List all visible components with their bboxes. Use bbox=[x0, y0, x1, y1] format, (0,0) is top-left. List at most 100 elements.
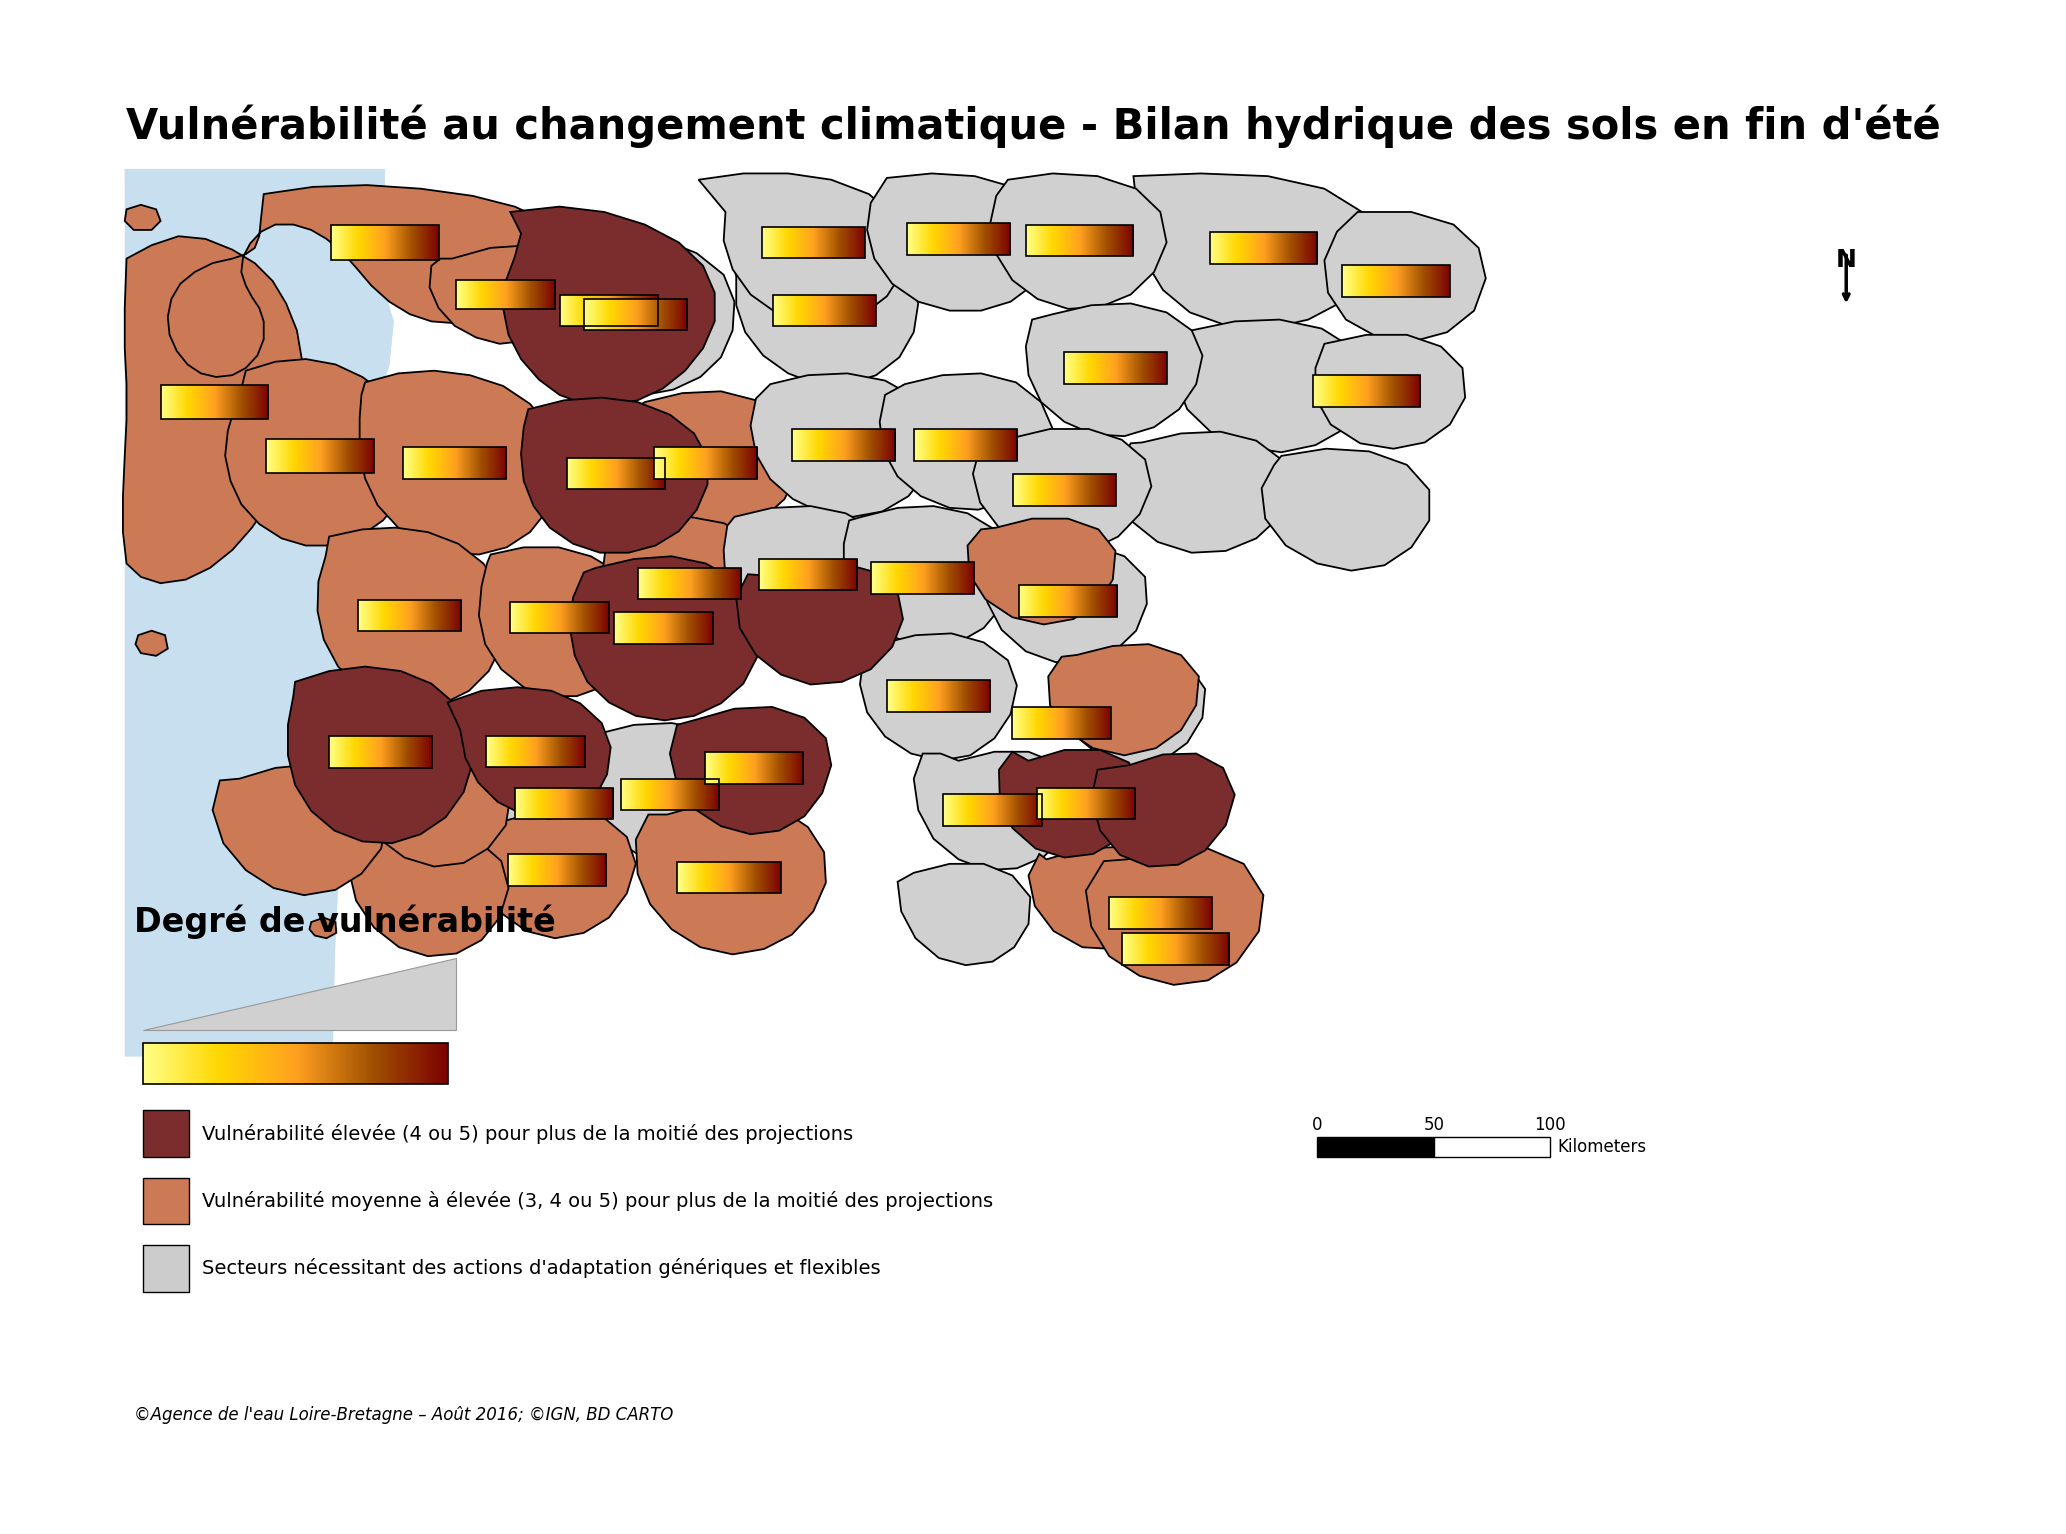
Bar bbox=[442, 1043, 444, 1083]
Bar bbox=[279, 1043, 281, 1083]
Bar bbox=[205, 1043, 209, 1083]
Bar bbox=[386, 1043, 388, 1083]
Bar bbox=[1037, 788, 1134, 819]
Bar bbox=[508, 854, 605, 885]
Bar bbox=[407, 1043, 409, 1083]
Polygon shape bbox=[1316, 334, 1465, 449]
Bar bbox=[382, 1043, 384, 1083]
Bar bbox=[345, 1043, 347, 1083]
Bar bbox=[277, 1043, 279, 1083]
Bar bbox=[200, 1043, 202, 1083]
Bar bbox=[355, 1043, 357, 1083]
Polygon shape bbox=[1029, 847, 1169, 950]
Bar bbox=[326, 1043, 328, 1083]
Polygon shape bbox=[859, 634, 1016, 761]
Bar bbox=[295, 1043, 298, 1083]
Bar bbox=[143, 1246, 190, 1292]
Bar bbox=[1109, 897, 1213, 930]
Polygon shape bbox=[591, 723, 750, 865]
Bar bbox=[372, 1043, 374, 1083]
Bar bbox=[169, 1043, 171, 1083]
Polygon shape bbox=[1000, 750, 1142, 858]
Bar bbox=[238, 1043, 240, 1083]
Bar bbox=[182, 1043, 186, 1083]
Polygon shape bbox=[353, 747, 510, 867]
Bar bbox=[514, 788, 614, 819]
Bar bbox=[227, 1043, 229, 1083]
Bar bbox=[1343, 265, 1450, 296]
Polygon shape bbox=[287, 667, 473, 844]
Polygon shape bbox=[729, 235, 917, 384]
Polygon shape bbox=[124, 206, 161, 230]
Polygon shape bbox=[318, 528, 506, 707]
Bar bbox=[242, 1043, 244, 1083]
Bar bbox=[638, 568, 742, 598]
Bar bbox=[190, 1043, 192, 1083]
Bar bbox=[285, 1043, 287, 1083]
Bar bbox=[145, 1043, 147, 1083]
Polygon shape bbox=[124, 169, 395, 1057]
Text: Secteurs nécessitant des actions d'adaptation génériques et flexibles: Secteurs nécessitant des actions d'adapt… bbox=[202, 1258, 880, 1278]
Bar bbox=[335, 1043, 337, 1083]
Bar bbox=[378, 1043, 382, 1083]
Bar bbox=[184, 1043, 186, 1083]
Polygon shape bbox=[973, 430, 1151, 554]
Bar bbox=[229, 1043, 233, 1083]
Bar bbox=[281, 1043, 285, 1083]
Bar bbox=[287, 1043, 289, 1083]
Bar bbox=[188, 1043, 190, 1083]
Bar bbox=[215, 1043, 217, 1083]
Bar bbox=[320, 1043, 322, 1083]
Bar bbox=[403, 446, 506, 479]
Bar bbox=[180, 1043, 182, 1083]
Text: Vulnérabilité moyenne à élevée (3, 4 ou 5) pour plus de la moitié des projection: Vulnérabilité moyenne à élevée (3, 4 ou … bbox=[202, 1190, 994, 1210]
Bar bbox=[211, 1043, 213, 1083]
Bar bbox=[331, 225, 438, 259]
Bar bbox=[944, 795, 1041, 825]
Bar bbox=[678, 862, 781, 893]
Bar bbox=[366, 1043, 368, 1083]
Polygon shape bbox=[479, 548, 640, 696]
Bar bbox=[198, 1043, 200, 1083]
Text: Vulnérabilité au changement climatique - Bilan hydrique des sols en fin d'été: Vulnérabilité au changement climatique -… bbox=[126, 104, 1940, 147]
Bar bbox=[413, 1043, 415, 1083]
Polygon shape bbox=[167, 186, 568, 377]
Bar bbox=[384, 1043, 386, 1083]
Bar bbox=[316, 1043, 318, 1083]
Bar bbox=[758, 558, 857, 591]
Bar bbox=[283, 1043, 285, 1083]
Bar bbox=[331, 1043, 333, 1083]
Bar bbox=[304, 1043, 308, 1083]
Bar bbox=[260, 1043, 262, 1083]
Bar bbox=[304, 1043, 306, 1083]
Bar bbox=[457, 279, 556, 310]
Text: Kilometers: Kilometers bbox=[1558, 1138, 1647, 1157]
Text: 50: 50 bbox=[1423, 1117, 1444, 1134]
Bar bbox=[421, 1043, 424, 1083]
Bar bbox=[349, 1043, 351, 1083]
Bar bbox=[246, 1043, 248, 1083]
Polygon shape bbox=[1027, 304, 1202, 436]
Bar bbox=[510, 601, 609, 634]
Bar bbox=[273, 1043, 275, 1083]
Bar bbox=[1122, 933, 1229, 965]
Bar bbox=[1209, 232, 1318, 264]
Polygon shape bbox=[448, 687, 612, 819]
Bar bbox=[560, 295, 659, 327]
Polygon shape bbox=[735, 563, 903, 684]
Polygon shape bbox=[897, 864, 1031, 965]
Polygon shape bbox=[430, 245, 574, 344]
Polygon shape bbox=[521, 397, 707, 552]
Bar bbox=[403, 1043, 407, 1083]
Polygon shape bbox=[614, 391, 797, 535]
Polygon shape bbox=[1091, 753, 1235, 867]
Bar bbox=[409, 1043, 411, 1083]
Bar bbox=[143, 1043, 145, 1083]
Polygon shape bbox=[636, 801, 826, 954]
Bar bbox=[225, 1043, 227, 1083]
Bar bbox=[791, 430, 895, 460]
Bar bbox=[328, 736, 432, 769]
Bar bbox=[143, 1043, 448, 1083]
Polygon shape bbox=[537, 233, 733, 394]
Bar bbox=[337, 1043, 339, 1083]
